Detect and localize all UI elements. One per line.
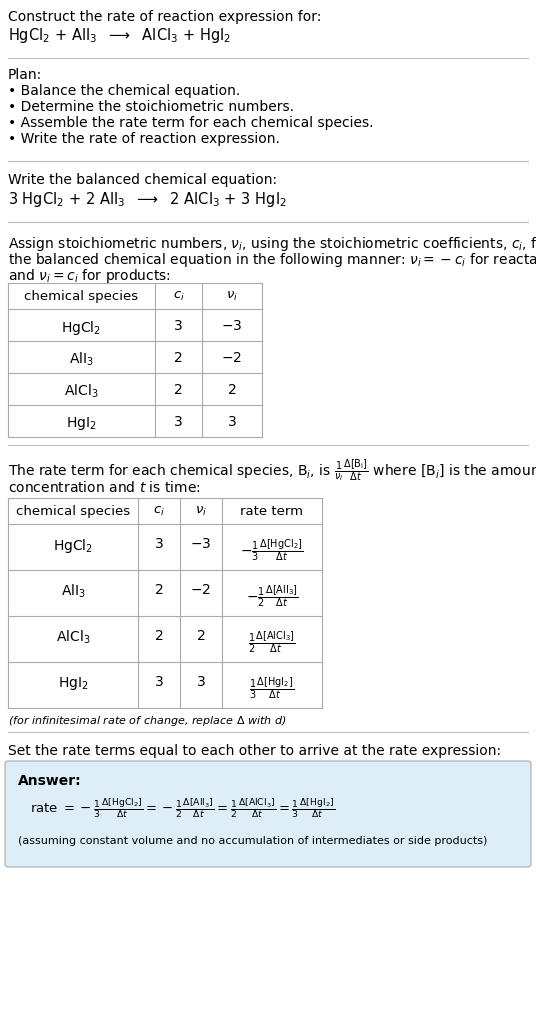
Text: 3: 3	[197, 675, 205, 689]
Text: 2: 2	[154, 583, 163, 597]
Text: Set the rate terms equal to each other to arrive at the rate expression:: Set the rate terms equal to each other t…	[8, 744, 501, 758]
Text: • Write the rate of reaction expression.: • Write the rate of reaction expression.	[8, 132, 280, 146]
Text: (for infinitesimal rate of change, replace $\Delta$ with $d$): (for infinitesimal rate of change, repla…	[8, 714, 287, 728]
Text: Construct the rate of reaction expression for:: Construct the rate of reaction expressio…	[8, 10, 322, 24]
Text: $\nu_i$: $\nu_i$	[226, 290, 238, 303]
Text: HgCl$_2$ + AlI$_3$  $\longrightarrow$  AlCl$_3$ + HgI$_2$: HgCl$_2$ + AlI$_3$ $\longrightarrow$ AlC…	[8, 26, 231, 45]
Text: 3: 3	[174, 415, 183, 429]
Text: $\nu_i$: $\nu_i$	[195, 505, 207, 518]
Text: • Balance the chemical equation.: • Balance the chemical equation.	[8, 84, 240, 98]
Text: HgI$_2$: HgI$_2$	[58, 675, 88, 692]
Text: Write the balanced chemical equation:: Write the balanced chemical equation:	[8, 173, 277, 187]
Text: $c_i$: $c_i$	[173, 290, 184, 303]
Text: HgCl$_2$: HgCl$_2$	[53, 537, 93, 555]
Text: rate $= -\frac{1}{3}\frac{\Delta[\mathrm{HgCl_2}]}{\Delta t} = -\frac{1}{2}\frac: rate $= -\frac{1}{3}\frac{\Delta[\mathrm…	[30, 796, 335, 819]
Text: Plan:: Plan:	[8, 68, 42, 82]
Text: AlI$_3$: AlI$_3$	[69, 351, 94, 368]
Text: $c_i$: $c_i$	[153, 505, 165, 518]
Text: • Assemble the rate term for each chemical species.: • Assemble the rate term for each chemic…	[8, 116, 374, 130]
Text: 3: 3	[154, 537, 163, 551]
Text: AlI$_3$: AlI$_3$	[61, 583, 85, 600]
Text: The rate term for each chemical species, B$_i$, is $\frac{1}{\nu_i}\frac{\Delta[: The rate term for each chemical species,…	[8, 458, 536, 484]
Text: Answer:: Answer:	[18, 774, 81, 788]
Text: $-3$: $-3$	[221, 319, 243, 333]
Text: $-2$: $-2$	[190, 583, 212, 597]
Text: (assuming constant volume and no accumulation of intermediates or side products): (assuming constant volume and no accumul…	[18, 836, 487, 846]
Text: • Determine the stoichiometric numbers.: • Determine the stoichiometric numbers.	[8, 100, 294, 114]
Text: 2: 2	[174, 383, 183, 397]
Text: chemical species: chemical species	[25, 290, 139, 303]
Text: rate term: rate term	[241, 505, 303, 518]
Text: the balanced chemical equation in the following manner: $\nu_i = -c_i$ for react: the balanced chemical equation in the fo…	[8, 251, 536, 269]
Text: $-3$: $-3$	[190, 537, 212, 551]
Text: chemical species: chemical species	[16, 505, 130, 518]
Text: 2: 2	[154, 629, 163, 642]
Text: Assign stoichiometric numbers, $\nu_i$, using the stoichiometric coefficients, $: Assign stoichiometric numbers, $\nu_i$, …	[8, 235, 536, 253]
Text: $-2$: $-2$	[221, 351, 242, 365]
Text: 3: 3	[174, 319, 183, 333]
Text: 2: 2	[197, 629, 205, 642]
Text: $\frac{1}{3}\frac{\Delta[\mathrm{HgI_2}]}{\Delta t}$: $\frac{1}{3}\frac{\Delta[\mathrm{HgI_2}]…	[249, 675, 295, 701]
Text: and $\nu_i = c_i$ for products:: and $\nu_i = c_i$ for products:	[8, 267, 171, 285]
Text: 3: 3	[228, 415, 236, 429]
Text: AlCl$_3$: AlCl$_3$	[64, 383, 99, 400]
Text: $-\frac{1}{2}\frac{\Delta[\mathrm{AlI_3}]}{\Delta t}$: $-\frac{1}{2}\frac{\Delta[\mathrm{AlI_3}…	[245, 583, 299, 609]
Text: 2: 2	[174, 351, 183, 365]
Text: $\frac{1}{2}\frac{\Delta[\mathrm{AlCl_3}]}{\Delta t}$: $\frac{1}{2}\frac{\Delta[\mathrm{AlCl_3}…	[248, 629, 296, 655]
Text: $-\frac{1}{3}\frac{\Delta[\mathrm{HgCl_2}]}{\Delta t}$: $-\frac{1}{3}\frac{\Delta[\mathrm{HgCl_2…	[240, 537, 304, 562]
Text: concentration and $t$ is time:: concentration and $t$ is time:	[8, 480, 200, 495]
Text: HgCl$_2$: HgCl$_2$	[62, 319, 101, 337]
Text: 3: 3	[154, 675, 163, 689]
Text: AlCl$_3$: AlCl$_3$	[56, 629, 90, 647]
Text: HgI$_2$: HgI$_2$	[66, 415, 97, 432]
Text: 2: 2	[228, 383, 236, 397]
FancyBboxPatch shape	[5, 761, 531, 867]
Text: 3 HgCl$_2$ + 2 AlI$_3$  $\longrightarrow$  2 AlCl$_3$ + 3 HgI$_2$: 3 HgCl$_2$ + 2 AlI$_3$ $\longrightarrow$…	[8, 190, 287, 209]
